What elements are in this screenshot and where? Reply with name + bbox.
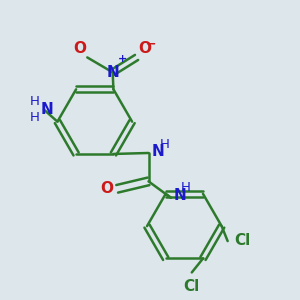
- Text: N: N: [40, 102, 53, 117]
- Text: Cl: Cl: [184, 279, 200, 294]
- Text: O: O: [100, 181, 114, 196]
- Text: H: H: [181, 181, 191, 194]
- Text: O: O: [138, 41, 151, 56]
- Text: H: H: [29, 111, 39, 124]
- Text: H: H: [30, 95, 40, 108]
- Text: O: O: [73, 41, 86, 56]
- Text: Cl: Cl: [234, 233, 250, 248]
- Text: −: −: [146, 38, 156, 51]
- Text: N: N: [152, 144, 165, 159]
- Text: N: N: [106, 65, 119, 80]
- Text: N: N: [173, 188, 186, 203]
- Text: +: +: [118, 54, 127, 64]
- Text: H: H: [160, 137, 170, 151]
